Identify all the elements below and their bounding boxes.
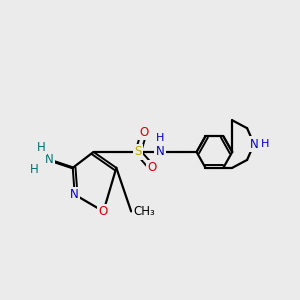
Text: H: H <box>156 133 164 143</box>
Text: N: N <box>70 188 79 201</box>
Text: S: S <box>134 146 142 158</box>
Text: H: H <box>30 163 38 176</box>
Text: O: O <box>140 126 149 139</box>
Text: N: N <box>45 153 53 167</box>
Text: O: O <box>99 205 108 218</box>
Text: H: H <box>155 132 164 145</box>
Text: O: O <box>147 161 157 174</box>
Text: H: H <box>261 139 269 149</box>
Text: CH₃: CH₃ <box>133 205 155 218</box>
Text: N: N <box>155 146 164 158</box>
Text: H: H <box>37 140 45 154</box>
Text: N: N <box>250 138 258 151</box>
Text: H: H <box>261 138 269 151</box>
